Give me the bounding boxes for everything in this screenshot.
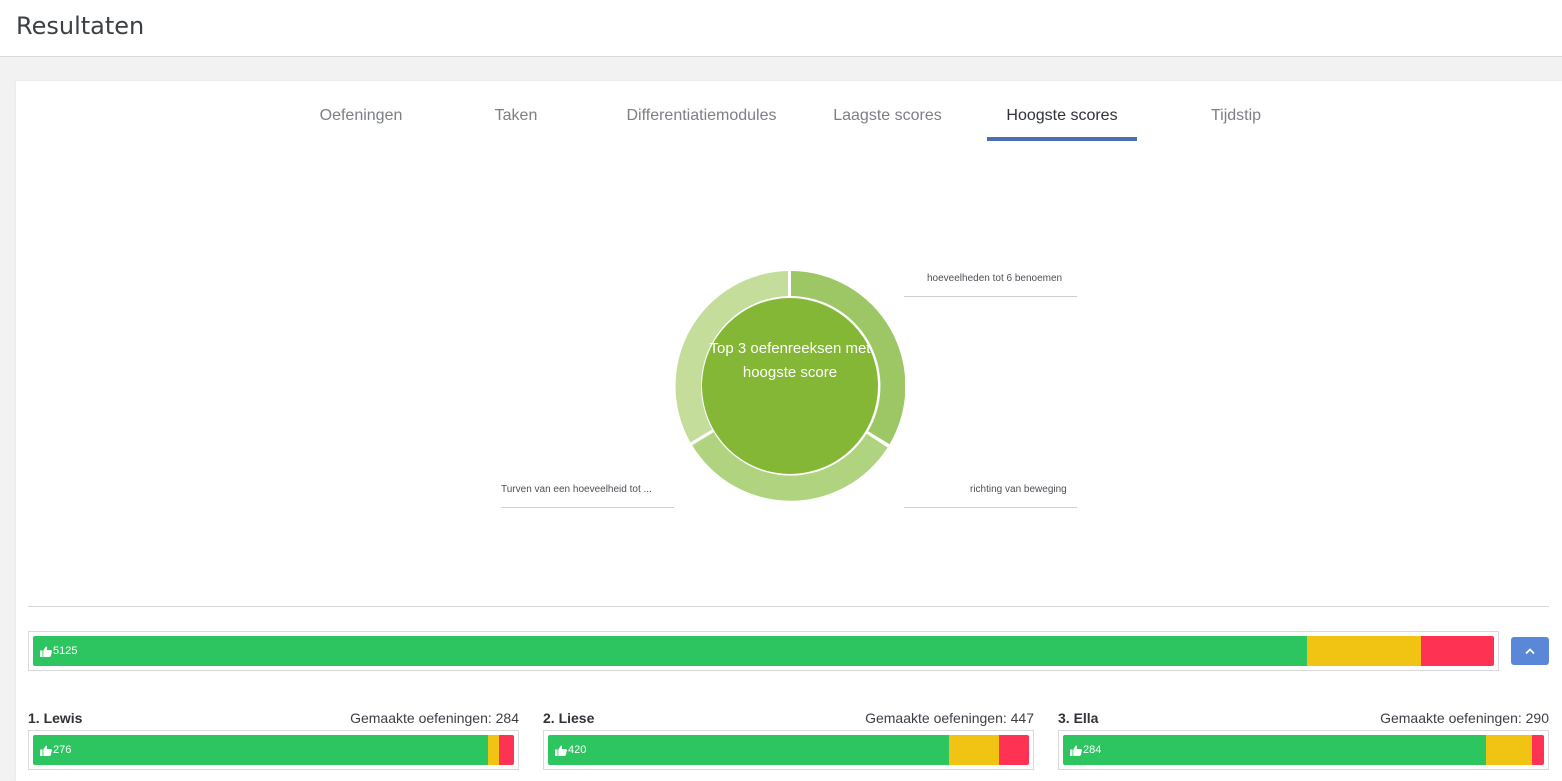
student-made-count: Gemaakte oefeningen: 290 [1380, 710, 1549, 726]
student-made-count: Gemaakte oefeningen: 447 [865, 710, 1034, 726]
student-bar-green: 420 [548, 735, 950, 765]
student-bar-track: 276 [33, 735, 514, 765]
tab-differentiatiemodules[interactable]: Differentiatiemodules [626, 107, 777, 124]
student-header-1: 1. Lewis Gemaakte oefeningen: 284 [28, 710, 519, 728]
thumbs-up-icon [40, 745, 52, 756]
collapse-button[interactable] [1511, 637, 1549, 665]
top3-donut-chart [675, 271, 906, 501]
tab-laagste-scores[interactable]: Laagste scores [833, 107, 942, 124]
student-correct-count: 276 [53, 744, 72, 756]
student-score-bar-2[interactable]: 420 [543, 730, 1034, 770]
student-made-count: Gemaakte oefeningen: 284 [350, 710, 519, 726]
student-bar-red [1532, 735, 1544, 765]
callout-turven: Turven van een hoeveelheid tot ... [501, 484, 652, 495]
student-score-bar-1[interactable]: 276 [28, 730, 519, 770]
student-score-bar-3[interactable]: 284 [1058, 730, 1549, 770]
top-bar: Resultaten [0, 0, 1562, 57]
student-bar-red [999, 735, 1029, 765]
student-correct-count: 284 [1083, 744, 1102, 756]
callout-hoeveelheden: hoeveelheden tot 6 benoemen [927, 273, 1063, 284]
callout-line-richting [904, 507, 1077, 508]
overall-count: 5125 [53, 645, 78, 657]
student-bar-green: 276 [33, 735, 488, 765]
overall-bar-red [1420, 636, 1494, 666]
donut-segment-hoeveelheden[interactable] [791, 271, 906, 445]
student-name: 1. Lewis [28, 710, 83, 726]
student-header-3: 3. Ella Gemaakte oefeningen: 290 [1058, 710, 1549, 728]
thumbs-up-icon [555, 745, 567, 756]
donut-center-label: Top 3 oefenreeksen met hoogste score [709, 340, 871, 381]
student-bar-yellow [949, 735, 1000, 765]
student-bar-track: 284 [1063, 735, 1544, 765]
overall-bar-yellow [1306, 636, 1421, 666]
callout-richting: richting van beweging [970, 484, 1067, 495]
callout-line-hoeveelheden [904, 296, 1077, 297]
student-bar-green: 284 [1063, 735, 1487, 765]
tab-taken[interactable]: Taken [494, 107, 538, 124]
donut-center [702, 298, 878, 474]
section-divider [28, 606, 1549, 607]
student-bar-yellow [487, 735, 499, 765]
donut-segment-richting[interactable] [692, 432, 888, 501]
page-title: Resultaten [16, 12, 145, 40]
thumbs-up-icon [40, 646, 52, 657]
tab-hoogste-scores[interactable]: Hoogste scores [1006, 107, 1118, 124]
student-bar-yellow [1486, 735, 1533, 765]
tab-tijdstip[interactable]: Tijdstip [1210, 107, 1262, 124]
student-name: 3. Ella [1058, 710, 1099, 726]
overall-score-bar[interactable]: 5125 [28, 631, 1499, 671]
student-correct-count: 420 [568, 744, 587, 756]
chevron-up-icon [1525, 647, 1535, 654]
student-bar-red [498, 735, 514, 765]
student-bar-track: 420 [548, 735, 1029, 765]
overall-bar-green: 5125 [33, 636, 1307, 666]
overall-bar-track: 5125 [33, 636, 1494, 666]
results-card: Oefeningen Taken Differentiatiemodules L… [16, 81, 1562, 781]
active-tab-indicator [987, 137, 1137, 141]
student-header-2: 2. Liese Gemaakte oefeningen: 447 [543, 710, 1034, 728]
thumbs-up-icon [1070, 745, 1082, 756]
student-name: 2. Liese [543, 710, 595, 726]
donut-segment-turven[interactable] [675, 271, 788, 443]
callout-line-turven [501, 507, 674, 508]
tab-oefeningen[interactable]: Oefeningen [319, 107, 403, 124]
